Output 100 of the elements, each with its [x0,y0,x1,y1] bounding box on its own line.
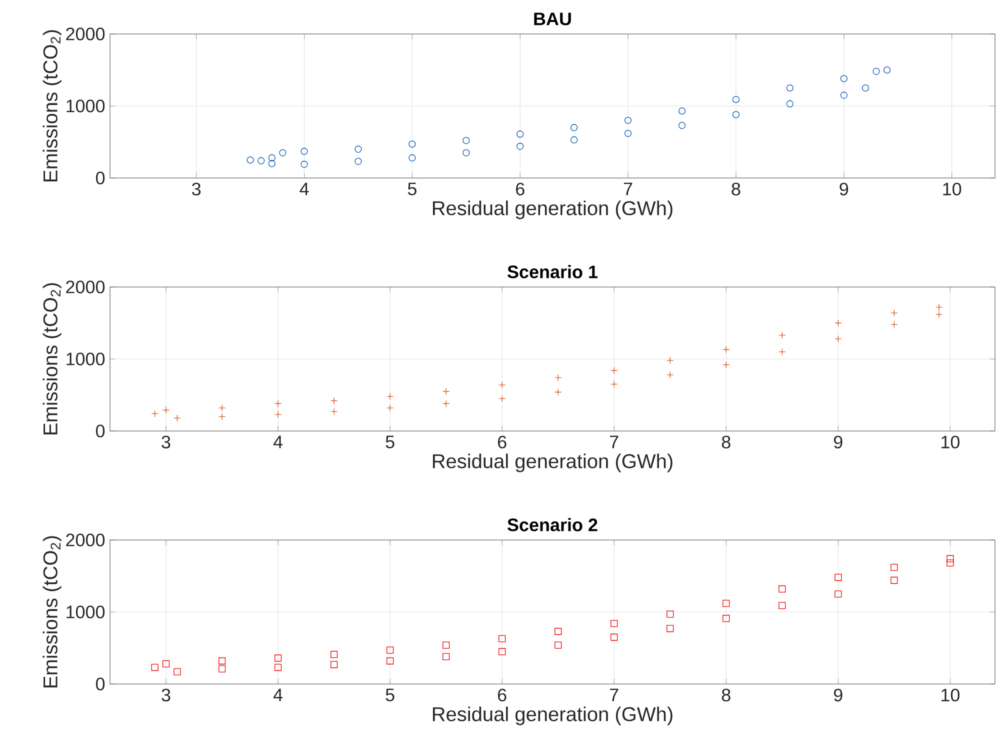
point [462,137,470,144]
point [354,146,362,153]
y-axis-title: Emissions (tCO$_{2}$) [42,283,62,434]
point [330,650,338,658]
point [274,664,282,671]
x-tick-label: 5 [408,182,416,196]
x-tick-label: 3 [192,182,201,196]
point [722,346,730,354]
x-axis-title: Residual generation (GWh) [432,706,672,726]
point [151,664,158,671]
point [778,602,786,610]
x-tick-label: 5 [386,436,394,448]
chart-title: Scenario 1 [507,265,598,278]
point [218,413,226,420]
point [834,335,842,342]
chart-title: BAU [534,12,571,26]
y-tick-label: 2000 [66,280,105,294]
point [610,620,618,628]
point [174,668,181,676]
point [946,555,954,562]
point [834,574,842,581]
x-tick-label: 9 [840,182,848,196]
x-tick-label: 8 [722,688,730,702]
point [890,320,898,328]
point [570,124,578,132]
x-tick-label: 10 [943,182,962,196]
point [516,130,524,138]
point [162,406,170,414]
point [778,585,786,592]
x-tick-label: 10 [942,436,960,448]
point [442,400,450,408]
point [722,614,730,622]
point [884,66,891,74]
point [786,84,794,92]
point [442,653,450,660]
point [268,160,276,168]
point [834,319,842,327]
point [890,309,898,316]
point [834,590,842,598]
point [516,142,524,150]
y-tick-label: 2000 [66,534,105,546]
point [268,154,276,162]
point [666,356,674,364]
x-tick-label: 6 [498,688,506,702]
point [354,158,362,165]
y-tick-label: 0 [96,678,105,690]
y-tick-label: 2000 [66,28,105,40]
point [554,628,562,635]
point [610,366,618,374]
x-tick-label: 7 [610,436,618,448]
point [624,116,632,124]
point [498,381,506,388]
y-tick-label: 1000 [66,100,105,112]
point [258,157,265,164]
point [666,625,674,632]
point [246,156,254,164]
x-tick-label: 5 [386,688,394,702]
point [778,332,786,339]
point [935,310,943,318]
x-tick-label: 9 [834,436,842,448]
y-axis-title: Emissions (tCO$_{2}$) [42,30,62,182]
point [274,410,282,418]
x-tick-label: 7 [610,688,618,702]
point [274,654,282,662]
point [330,397,338,404]
x-tick-label: 8 [722,436,730,448]
point [442,642,450,649]
point [218,657,226,664]
point [732,96,740,104]
point [570,136,578,144]
x-axis-title: Residual generation (GWh) [432,454,672,472]
point [862,84,870,92]
point [174,414,181,422]
x-tick-label: 7 [624,182,632,196]
y-tick-label: 0 [96,172,105,184]
point [151,410,158,418]
point [678,122,686,129]
point [274,400,282,408]
x-tick-label: 8 [732,182,740,196]
point [722,361,730,368]
point [778,348,786,356]
point [300,148,308,155]
point [732,111,740,118]
point [840,75,848,82]
point [386,657,394,664]
point [935,304,943,311]
x-tick-label: 4 [300,182,309,196]
point [162,660,170,668]
x-tick-label: 4 [273,688,283,702]
point [386,646,394,654]
point [442,388,450,395]
x-tick-label: 10 [942,688,960,702]
x-axis-title: Residual generation (GWh) [432,200,672,220]
point [666,610,674,618]
point [610,634,618,641]
point [872,68,880,75]
point [678,107,686,115]
point [946,559,954,567]
point [786,100,794,108]
x-tick-label: 4 [273,436,283,448]
